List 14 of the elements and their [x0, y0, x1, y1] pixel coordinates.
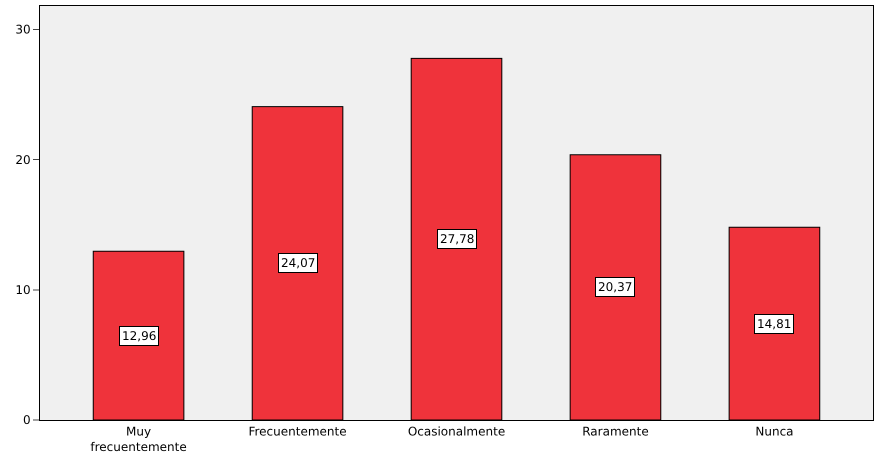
data-label: 24,07 [281, 256, 316, 270]
y-tick-label: 0 [22, 413, 31, 428]
y-tick-label: 30 [15, 22, 31, 37]
x-tick-label: Frecuentemente [248, 424, 347, 438]
x-tick-label: Ocasionalmente [408, 424, 506, 438]
x-tick-label: Raramente [582, 424, 649, 438]
x-tick-label: Nunca [755, 424, 794, 438]
y-tick-label: 20 [15, 152, 31, 167]
data-label: 20,37 [598, 280, 632, 294]
data-label: 12,96 [122, 329, 156, 343]
y-tick-label: 10 [15, 283, 31, 298]
data-label: 14,81 [757, 317, 792, 331]
x-tick-label: Muy frecuentemente [90, 424, 187, 454]
data-label: 27,78 [440, 232, 474, 246]
